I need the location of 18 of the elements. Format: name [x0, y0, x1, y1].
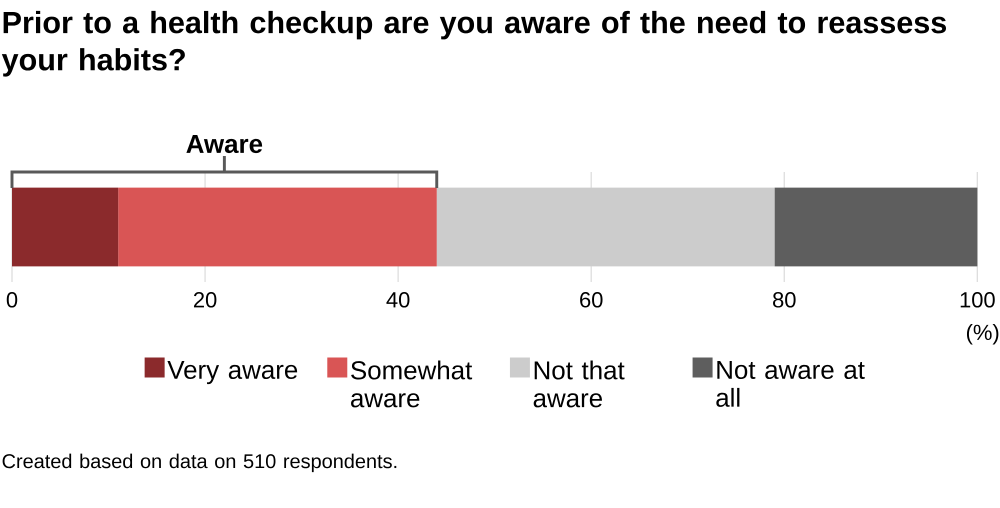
legend-label: Very aware [167, 360, 298, 384]
bar [774, 188, 978, 266]
x-axis-title: (%) [966, 324, 998, 344]
x-tick-label: 20 [194, 292, 216, 308]
text: Created based on data on 510 respondents. [2, 454, 396, 472]
x-tick-label: 40 [386, 292, 410, 308]
legend-label: Not aware at all [716, 360, 865, 407]
x-tick-label: 0 [6, 292, 18, 308]
bar [12, 188, 118, 266]
legend-label: Somewhat aware [351, 360, 472, 408]
bar [436, 188, 775, 266]
text: Aware [186, 135, 262, 154]
x-tick-label: 60 [580, 292, 603, 308]
chart-title: Prior to a health checkup are you aware of the need to reassess your habits? [2, 10, 946, 77]
x-tick-label: 100 [960, 292, 995, 308]
legend-label: Not that aware [534, 360, 625, 408]
x-tick-label: 80 [773, 292, 796, 308]
bar [118, 188, 437, 266]
